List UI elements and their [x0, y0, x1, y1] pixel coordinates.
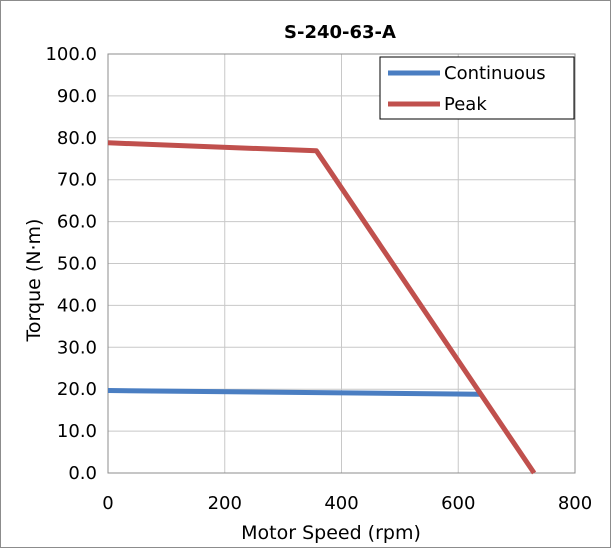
series-line-peak	[107, 140, 537, 475]
x-axis-tick-labels: 0 200 400 600 800	[102, 493, 592, 514]
series-layer	[107, 140, 537, 475]
x-axis-label: Motor Speed (rpm)	[241, 522, 421, 544]
x-tick-label: 800	[558, 493, 592, 514]
x-tick-label: 0	[102, 493, 113, 514]
y-tick-label: 80.0	[57, 128, 97, 149]
y-tick-label: 0.0	[68, 463, 97, 484]
y-tick-label: 20.0	[57, 379, 97, 400]
x-tick-label: 200	[208, 493, 242, 514]
y-tick-label: 40.0	[57, 295, 97, 316]
y-tick-label: 90.0	[57, 86, 97, 107]
legend-label-continuous: Continuous	[444, 63, 546, 84]
y-tick-label: 50.0	[57, 254, 97, 275]
y-tick-label: 60.0	[57, 212, 97, 233]
y-tick-label: 70.0	[57, 170, 97, 191]
y-axis-tick-labels: 0.0 10.0 20.0 30.0 40.0 50.0 60.0 70.0 80.0 90.0 1…	[45, 44, 97, 484]
y-axis-label: Torque (N·m)	[23, 219, 45, 343]
x-tick-label: 600	[441, 493, 475, 514]
legend-box	[379, 56, 575, 120]
legend: Continuous Peak	[379, 56, 575, 120]
x-tick-label: 400	[324, 493, 358, 514]
series-line-continuous	[107, 388, 481, 397]
y-tick-label: 100.0	[45, 44, 97, 65]
plot-area	[107, 53, 576, 474]
legend-label-peak: Peak	[444, 94, 487, 115]
chart-title: S-240-63-A	[284, 22, 396, 43]
y-tick-label: 30.0	[57, 337, 97, 358]
y-tick-label: 10.0	[57, 421, 97, 442]
